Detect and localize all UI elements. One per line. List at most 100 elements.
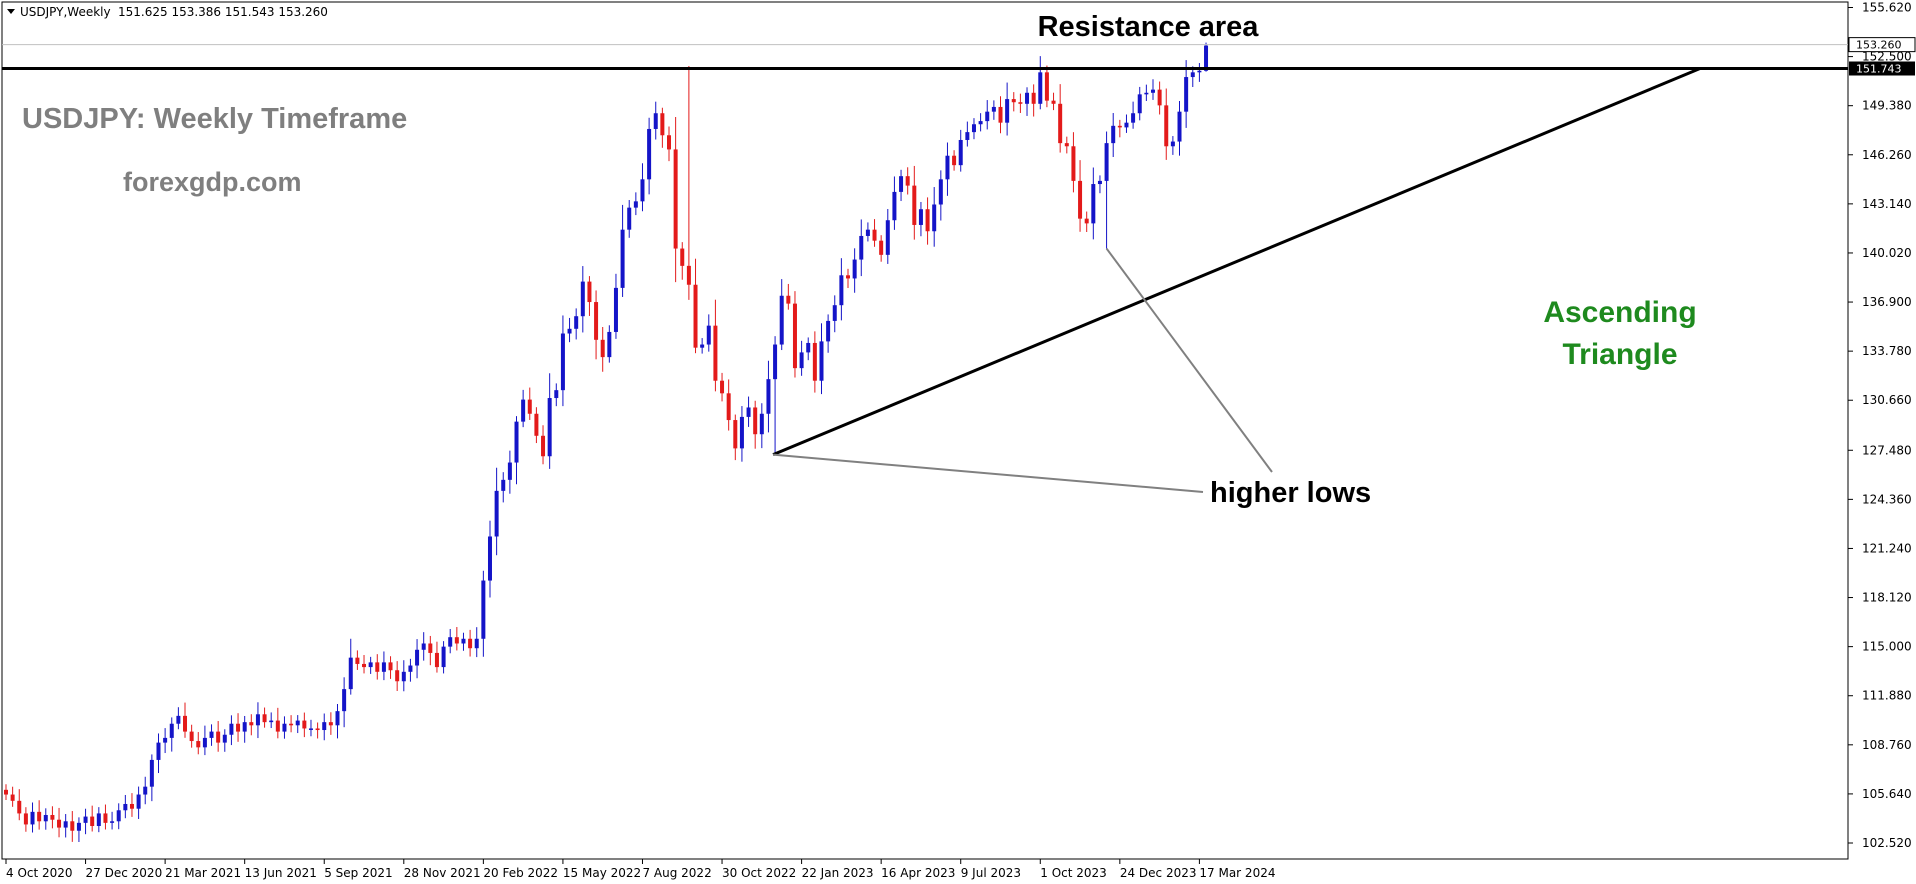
candle-body <box>560 333 565 391</box>
candle-body <box>945 155 950 180</box>
candle-body <box>971 124 976 133</box>
candle-body <box>76 822 81 831</box>
candle-body <box>189 731 194 742</box>
candle-body <box>322 722 327 731</box>
y-tick-label: 108.760 <box>1862 738 1912 752</box>
candle-body <box>998 106 1003 123</box>
ascending-trendline <box>772 67 1701 457</box>
y-tick-label: 115.000 <box>1862 640 1912 654</box>
candle-body <box>899 176 904 192</box>
candle-body <box>753 407 758 435</box>
resistance-price-text: 151.743 <box>1856 63 1902 76</box>
candle-body <box>169 723 174 738</box>
candle-body <box>222 734 227 743</box>
pattern-label-line1: Ascending <box>1543 296 1696 329</box>
x-tick-label: 21 Mar 2021 <box>165 866 241 880</box>
candle-body <box>441 646 446 668</box>
candle-body <box>83 816 88 823</box>
candle-body <box>819 341 824 381</box>
candle-body <box>938 179 943 205</box>
candle-body <box>521 399 526 422</box>
candle-body <box>507 462 512 480</box>
candle-body <box>50 814 55 820</box>
candle-body <box>1204 45 1209 71</box>
candle-body <box>812 342 817 381</box>
candle-body <box>912 185 917 225</box>
candle-body <box>613 287 618 332</box>
candle-body <box>859 235 864 260</box>
y-tick-label: 124.360 <box>1862 492 1912 506</box>
x-tick-label: 17 Mar 2024 <box>1199 866 1275 880</box>
candle-body <box>275 720 280 732</box>
candle-body <box>302 720 307 729</box>
candle-body <box>10 794 15 801</box>
candle-body <box>388 662 393 671</box>
candle-body <box>1111 125 1116 144</box>
x-tick-label: 30 Oct 2022 <box>722 866 796 880</box>
time-axis: 4 Oct 2020 27 Dec 2020 21 Mar 2021 13 Jun 2… <box>5 859 1275 880</box>
x-tick-label: 1 Oct 2023 <box>1040 866 1107 880</box>
candle-body <box>183 715 188 732</box>
y-tick-label: 143.140 <box>1862 197 1912 211</box>
candle-body <box>799 352 804 369</box>
candle-body <box>541 435 546 457</box>
candle-body <box>342 689 347 712</box>
y-tick-label: 136.900 <box>1862 295 1912 309</box>
x-tick-label: 15 May 2022 <box>563 866 641 880</box>
y-tick-label: 149.380 <box>1862 99 1912 113</box>
candle-body <box>1031 92 1036 104</box>
candle-body <box>839 275 844 306</box>
x-tick-label: 20 Feb 2022 <box>483 866 558 880</box>
candle-body <box>832 305 837 321</box>
pattern-label-line2: Triangle <box>1562 338 1677 371</box>
candle-body <box>865 229 870 236</box>
candle-body <box>1164 105 1169 147</box>
y-tick-label: 105.640 <box>1862 787 1912 801</box>
candle-body <box>600 339 605 358</box>
candle-body <box>1117 125 1122 128</box>
candle-body <box>885 220 890 255</box>
candle-body <box>527 399 532 414</box>
candle-body <box>255 714 260 726</box>
y-tick-label: 146.260 <box>1862 148 1912 162</box>
candle-body <box>1097 180 1102 185</box>
collapse-triangle-icon <box>7 9 15 14</box>
candle-body <box>640 179 645 202</box>
candle-body <box>110 821 115 823</box>
candle-body <box>991 106 996 112</box>
higher-low-pointer-2 <box>1105 247 1273 473</box>
candle-body <box>680 248 685 266</box>
resistance-price-tag: 151.743 <box>1849 61 1915 76</box>
candle-body <box>428 643 433 653</box>
x-tick-label: 28 Nov 2021 <box>404 866 481 880</box>
candle-body <box>700 344 705 348</box>
y-tick-label: 127.480 <box>1862 443 1912 457</box>
candle-body <box>1051 100 1056 104</box>
x-tick-label: 13 Jun 2021 <box>245 866 317 880</box>
candle-body <box>766 379 771 414</box>
candle-body <box>932 204 937 232</box>
candle-body <box>381 662 386 672</box>
candle-body <box>202 737 207 748</box>
candle-body <box>474 638 479 649</box>
candle-body <box>1071 146 1076 181</box>
candle-body <box>667 135 671 150</box>
candle-body <box>1044 72 1049 101</box>
candle-body <box>1131 113 1136 123</box>
candle-body <box>401 671 406 682</box>
candle-body <box>216 731 221 743</box>
candle-body <box>872 229 877 241</box>
x-tick-label: 7 Aug 2022 <box>642 866 711 880</box>
candle-body <box>713 325 718 381</box>
candle-body <box>952 155 957 166</box>
candle-body <box>289 723 294 726</box>
candle-body <box>892 191 897 221</box>
plot-frame <box>1 1 1849 860</box>
candle-body <box>308 728 313 730</box>
y-tick-label: 130.660 <box>1862 393 1912 407</box>
candle-body <box>567 328 572 334</box>
candle-body <box>1184 77 1189 112</box>
x-tick-label: 9 Jul 2023 <box>961 866 1021 880</box>
candle-body <box>1058 103 1063 144</box>
candle-body <box>368 662 373 668</box>
